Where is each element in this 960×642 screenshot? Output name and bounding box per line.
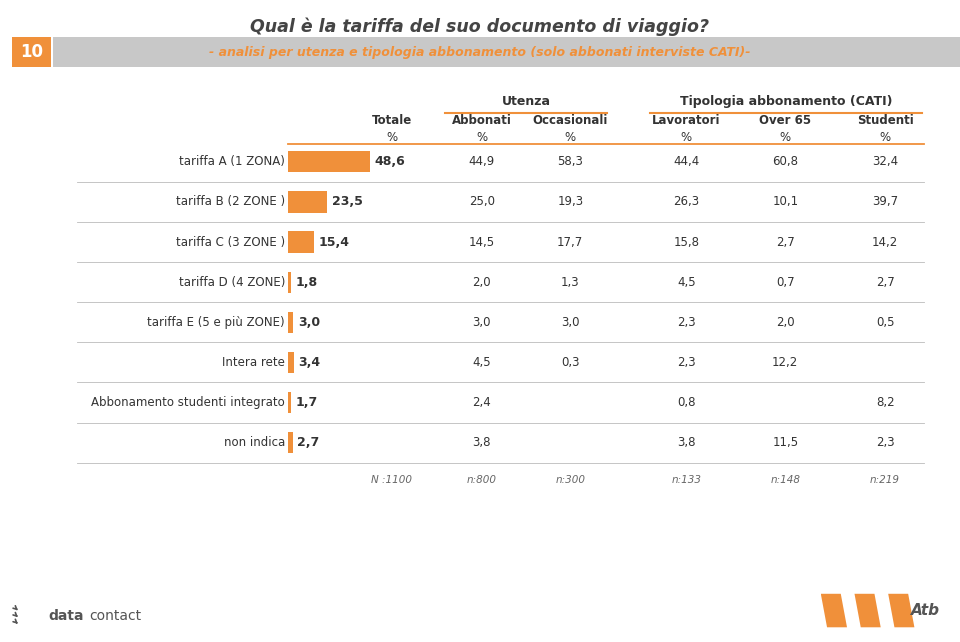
Text: tariffa D (4 ZONE): tariffa D (4 ZONE) (179, 275, 285, 289)
Text: n:300: n:300 (555, 474, 586, 485)
Text: n:133: n:133 (671, 474, 702, 485)
Text: 14,5: 14,5 (468, 236, 495, 248)
Text: Abbonati: Abbonati (452, 114, 512, 127)
Text: 15,4: 15,4 (319, 236, 349, 248)
Text: Intera rete: Intera rete (223, 356, 285, 369)
Text: n:148: n:148 (770, 474, 801, 485)
Text: 12,2: 12,2 (772, 356, 799, 369)
Text: %: % (879, 131, 891, 144)
Text: n:800: n:800 (467, 474, 497, 485)
Text: 2,3: 2,3 (677, 316, 696, 329)
Text: non indica: non indica (224, 436, 285, 449)
Text: tariffa B (2 ZONE ): tariffa B (2 ZONE ) (176, 195, 285, 209)
Text: tariffa C (3 ZONE ): tariffa C (3 ZONE ) (176, 236, 285, 248)
Text: Occasionali: Occasionali (533, 114, 608, 127)
Text: 2,7: 2,7 (876, 275, 895, 289)
Text: 2,3: 2,3 (876, 436, 895, 449)
Text: 2,4: 2,4 (472, 396, 492, 409)
Text: 3,0: 3,0 (472, 316, 492, 329)
Text: Abbonamento studenti integrato: Abbonamento studenti integrato (91, 396, 285, 409)
Text: 1,3: 1,3 (561, 275, 580, 289)
Text: Over 65: Over 65 (759, 114, 811, 127)
Text: 17,7: 17,7 (557, 236, 584, 248)
Text: 10,1: 10,1 (772, 195, 799, 209)
Text: - analisi per utenza e tipologia abbonamento (solo abbonati interviste CATI)-: - analisi per utenza e tipologia abbonam… (209, 46, 751, 58)
Text: n:219: n:219 (870, 474, 900, 485)
Text: 39,7: 39,7 (872, 195, 899, 209)
Text: 4,5: 4,5 (472, 356, 492, 369)
Polygon shape (888, 594, 914, 627)
Text: 58,3: 58,3 (558, 155, 583, 168)
Text: 0,3: 0,3 (561, 356, 580, 369)
Text: %: % (681, 131, 692, 144)
Text: 0,5: 0,5 (876, 316, 895, 329)
Text: Tipologia abbonamento (CATI): Tipologia abbonamento (CATI) (680, 95, 892, 108)
Text: 2,0: 2,0 (472, 275, 492, 289)
Text: %: % (386, 131, 397, 144)
Text: 1,8: 1,8 (296, 275, 318, 289)
Text: %: % (780, 131, 791, 144)
Text: 3,0: 3,0 (561, 316, 580, 329)
Text: 15,8: 15,8 (673, 236, 700, 248)
Text: N :1100: N :1100 (372, 474, 412, 485)
Text: 14,2: 14,2 (872, 236, 899, 248)
Text: Lavoratori: Lavoratori (652, 114, 721, 127)
Text: 19,3: 19,3 (557, 195, 584, 209)
Text: %: % (564, 131, 576, 144)
Text: 3,4: 3,4 (299, 356, 321, 369)
Text: 48,6: 48,6 (374, 155, 405, 168)
Polygon shape (854, 594, 880, 627)
Text: tariffa E (5 e più ZONE): tariffa E (5 e più ZONE) (148, 316, 285, 329)
Text: 8,2: 8,2 (876, 396, 895, 409)
Text: 2,7: 2,7 (776, 236, 795, 248)
Text: 0,7: 0,7 (776, 275, 795, 289)
Text: 1,7: 1,7 (296, 396, 318, 409)
Text: contact: contact (89, 609, 141, 623)
Text: 60,8: 60,8 (772, 155, 799, 168)
Text: 3,8: 3,8 (677, 436, 696, 449)
Text: 2,7: 2,7 (298, 436, 320, 449)
Text: 3,8: 3,8 (472, 436, 492, 449)
Text: 26,3: 26,3 (673, 195, 700, 209)
Text: Studenti: Studenti (856, 114, 914, 127)
Text: 32,4: 32,4 (872, 155, 899, 168)
Polygon shape (821, 594, 847, 627)
Text: 23,5: 23,5 (332, 195, 363, 209)
Text: 2,3: 2,3 (677, 356, 696, 369)
Text: Utenza: Utenza (501, 95, 551, 108)
Text: 25,0: 25,0 (468, 195, 495, 209)
Text: Totale: Totale (372, 114, 412, 127)
Text: data: data (48, 609, 84, 623)
Text: 44,9: 44,9 (468, 155, 495, 168)
Text: %: % (476, 131, 488, 144)
Text: 2,0: 2,0 (776, 316, 795, 329)
Text: 10: 10 (20, 43, 42, 61)
Text: 11,5: 11,5 (772, 436, 799, 449)
Text: 4,5: 4,5 (677, 275, 696, 289)
Text: 44,4: 44,4 (673, 155, 700, 168)
Text: 0,8: 0,8 (677, 396, 696, 409)
Text: 3,0: 3,0 (298, 316, 320, 329)
Text: Qual è la tariffa del suo documento di viaggio?: Qual è la tariffa del suo documento di v… (251, 18, 709, 37)
Text: Atb: Atb (911, 603, 940, 618)
Text: tariffa A (1 ZONA): tariffa A (1 ZONA) (180, 155, 285, 168)
